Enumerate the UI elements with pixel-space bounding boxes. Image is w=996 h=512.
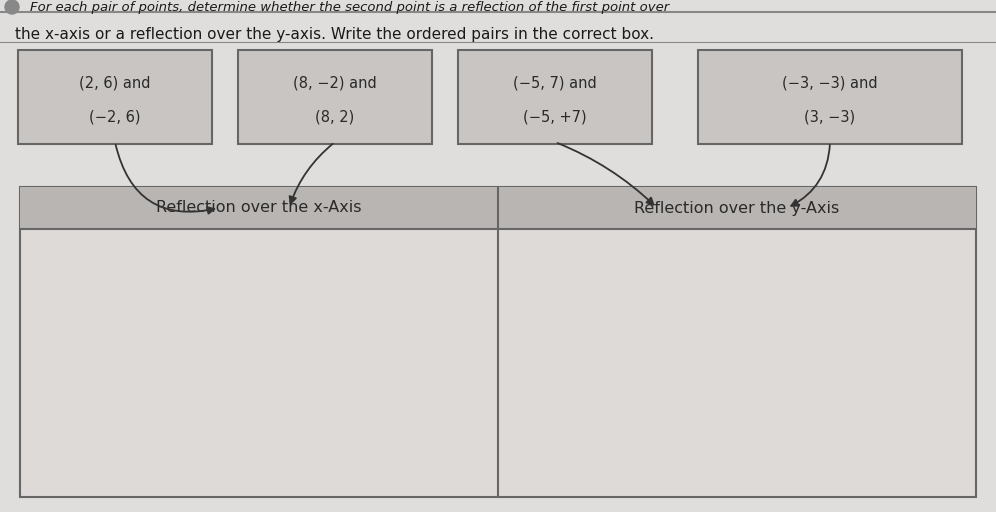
Text: (−5, +7): (−5, +7): [523, 109, 587, 124]
Text: (2, 6) and: (2, 6) and: [80, 76, 150, 91]
FancyBboxPatch shape: [238, 50, 432, 144]
Text: (−3, −3) and: (−3, −3) and: [782, 76, 877, 91]
FancyBboxPatch shape: [498, 187, 976, 229]
Text: Reflection over the x-Axis: Reflection over the x-Axis: [156, 201, 362, 216]
Circle shape: [5, 0, 19, 14]
FancyBboxPatch shape: [458, 50, 652, 144]
Text: the x-axis or a reflection over the y-axis. Write the ordered pairs in the corre: the x-axis or a reflection over the y-ax…: [15, 27, 654, 41]
Text: (8, 2): (8, 2): [316, 109, 355, 124]
FancyBboxPatch shape: [698, 50, 962, 144]
Text: (8, −2) and: (8, −2) and: [293, 76, 376, 91]
Text: For each pair of points, determine whether the second point is a reflection of t: For each pair of points, determine wheth…: [30, 1, 669, 13]
FancyBboxPatch shape: [18, 50, 212, 144]
Text: (3, −3): (3, −3): [805, 109, 856, 124]
FancyBboxPatch shape: [20, 187, 498, 229]
FancyBboxPatch shape: [20, 187, 976, 497]
Text: Reflection over the y-Axis: Reflection over the y-Axis: [634, 201, 840, 216]
Text: (−5, 7) and: (−5, 7) and: [513, 76, 597, 91]
Text: (−2, 6): (−2, 6): [90, 109, 140, 124]
